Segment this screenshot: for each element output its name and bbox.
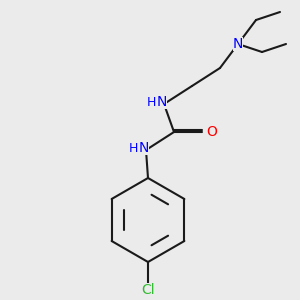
- Text: N: N: [139, 141, 149, 155]
- Text: Cl: Cl: [141, 283, 155, 297]
- Text: N: N: [233, 37, 243, 51]
- Text: O: O: [207, 125, 218, 139]
- Text: H: H: [146, 95, 156, 109]
- Text: N: N: [157, 95, 167, 109]
- Text: H: H: [128, 142, 138, 154]
